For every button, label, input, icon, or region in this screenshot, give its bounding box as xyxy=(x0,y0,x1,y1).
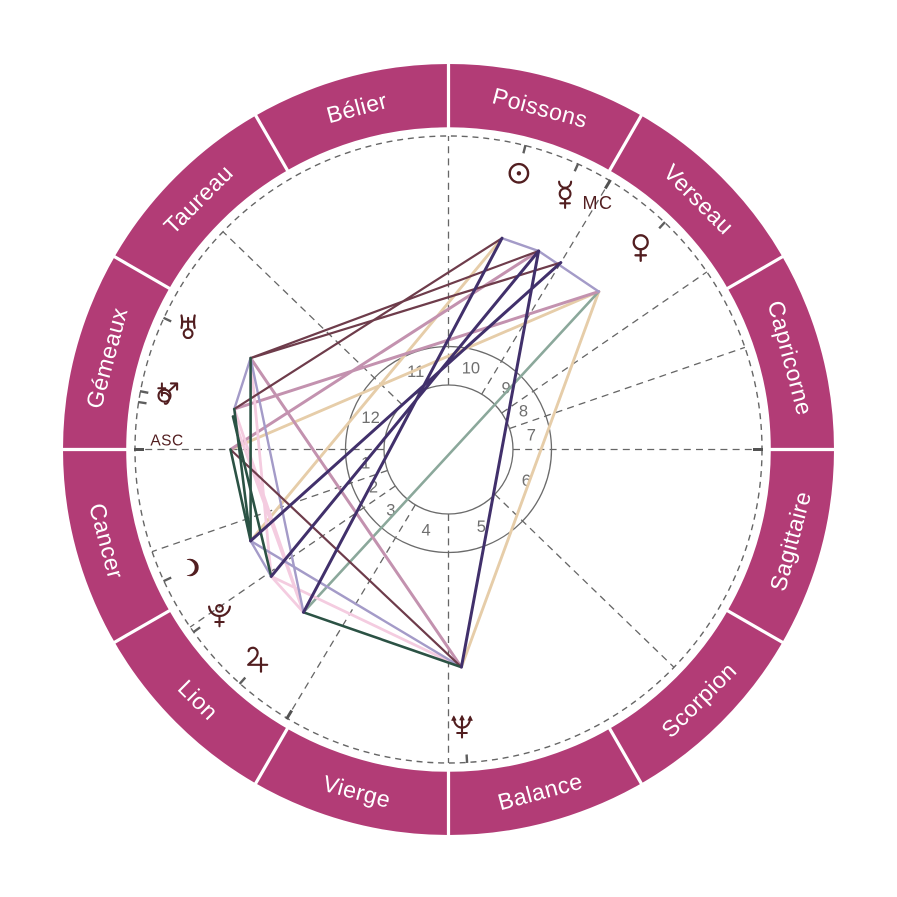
svg-text:MC: MC xyxy=(583,193,614,213)
svg-text:6: 6 xyxy=(522,472,531,490)
svg-text:3: 3 xyxy=(386,502,395,520)
svg-text:9: 9 xyxy=(502,379,511,397)
svg-text:7: 7 xyxy=(527,427,536,445)
svg-text:12: 12 xyxy=(361,409,379,427)
svg-text:5: 5 xyxy=(477,518,486,536)
svg-text:ASC: ASC xyxy=(150,433,183,450)
svg-text:2: 2 xyxy=(369,478,378,496)
svg-text:4: 4 xyxy=(422,521,431,539)
svg-text:8: 8 xyxy=(519,403,528,421)
svg-text:10: 10 xyxy=(462,360,480,378)
